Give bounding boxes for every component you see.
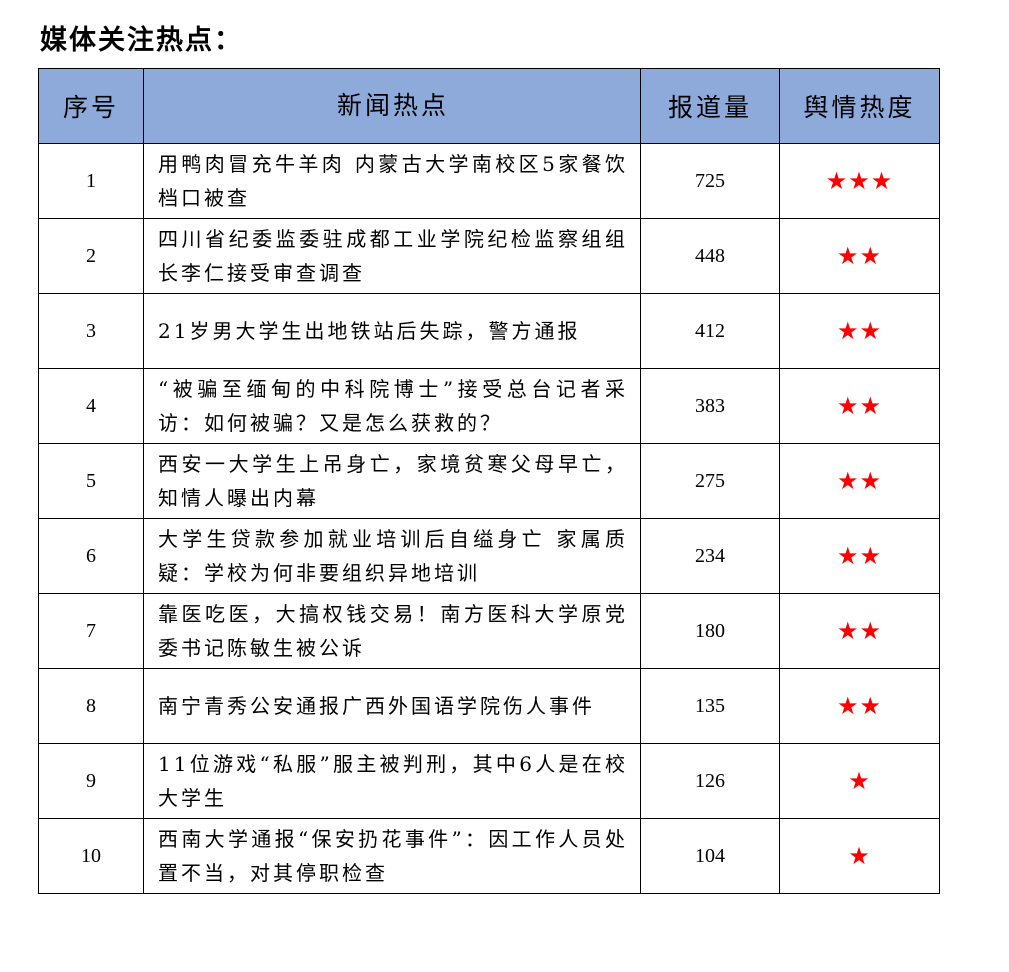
table-row: 2 四川省纪委监委驻成都工业学院纪检监察组组长李仁接受审查调查 448 ★★	[38, 218, 940, 294]
row-number: 8	[38, 668, 144, 744]
star-icon: ★	[859, 542, 883, 570]
star-icon: ★	[859, 467, 883, 495]
column-header-heat: 舆情热度	[779, 68, 940, 144]
report-count: 412	[640, 293, 780, 369]
column-header-count: 报道量	[640, 68, 780, 144]
news-title: “被骗至缅甸的中科院博士”接受总台记者采访：如何被骗？又是怎么获救的？	[143, 368, 641, 444]
media-hotspot-table: 序号 新闻热点 报道量 舆情热度 1 用鸭肉冒充牛羊肉 内蒙古大学南校区5家餐饮档…	[38, 68, 940, 894]
star-icon: ★	[859, 317, 883, 345]
star-icon: ★	[859, 617, 883, 645]
table-row: 9 11位游戏“私服”服主被判刑，其中6人是在校大学生 126 ★	[38, 743, 940, 819]
table-row: 6 大学生贷款参加就业培训后自缢身亡 家属质疑：学校为何非要组织异地培训 234 ★★	[38, 518, 940, 594]
heat-rating: ★★	[779, 593, 940, 669]
table-row: 4 “被骗至缅甸的中科院博士”接受总台记者采访：如何被骗？又是怎么获救的？ 383 ★…	[38, 368, 940, 444]
star-icon: ★	[836, 692, 860, 720]
star-icon: ★	[848, 167, 871, 195]
news-title: 靠医吃医，大搞权钱交易！南方医科大学原党委书记陈敏生被公诉	[143, 593, 641, 669]
table-header-row: 序号 新闻热点 报道量 舆情热度	[38, 68, 940, 144]
row-number: 1	[38, 143, 144, 219]
star-icon: ★	[836, 242, 860, 270]
heat-rating: ★★	[779, 668, 940, 744]
news-title: 西安一大学生上吊身亡，家境贫寒父母早亡，知情人曝出内幕	[143, 443, 641, 519]
row-number: 7	[38, 593, 144, 669]
table-row: 5 西安一大学生上吊身亡，家境贫寒父母早亡，知情人曝出内幕 275 ★★	[38, 443, 940, 519]
row-number: 6	[38, 518, 144, 594]
report-count: 180	[640, 593, 780, 669]
report-count: 275	[640, 443, 780, 519]
news-title: 四川省纪委监委驻成都工业学院纪检监察组组长李仁接受审查调查	[143, 218, 641, 294]
row-number: 10	[38, 818, 144, 894]
heat-rating: ★★	[779, 518, 940, 594]
news-title: 11位游戏“私服”服主被判刑，其中6人是在校大学生	[143, 743, 641, 819]
column-header-news: 新闻热点	[143, 68, 641, 144]
news-title: 西南大学通报“保安扔花事件”：因工作人员处置不当，对其停职检查	[143, 818, 641, 894]
star-icon: ★	[848, 767, 871, 795]
row-number: 2	[38, 218, 144, 294]
star-icon: ★	[836, 467, 860, 495]
news-title: 南宁青秀公安通报广西外国语学院伤人事件	[143, 668, 641, 744]
star-icon: ★	[859, 392, 883, 420]
row-number: 4	[38, 368, 144, 444]
table-row: 1 用鸭肉冒充牛羊肉 内蒙古大学南校区5家餐饮档口被查 725 ★★★	[38, 143, 940, 219]
row-number: 5	[38, 443, 144, 519]
heat-rating: ★★	[779, 218, 940, 294]
report-count: 448	[640, 218, 780, 294]
star-icon: ★	[836, 317, 860, 345]
table-row: 8 南宁青秀公安通报广西外国语学院伤人事件 135 ★★	[38, 668, 940, 744]
row-number: 9	[38, 743, 144, 819]
heat-rating: ★	[779, 818, 940, 894]
heat-rating: ★	[779, 743, 940, 819]
star-icon: ★	[825, 167, 849, 195]
star-icon: ★	[836, 542, 860, 570]
star-icon: ★	[836, 392, 860, 420]
column-header-no: 序号	[38, 68, 144, 144]
report-count: 234	[640, 518, 780, 594]
row-number: 3	[38, 293, 144, 369]
star-icon: ★	[870, 167, 894, 195]
heat-rating: ★★	[779, 368, 940, 444]
table-row: 7 靠医吃医，大搞权钱交易！南方医科大学原党委书记陈敏生被公诉 180 ★★	[38, 593, 940, 669]
star-icon: ★	[836, 617, 860, 645]
news-title: 大学生贷款参加就业培训后自缢身亡 家属质疑：学校为何非要组织异地培训	[143, 518, 641, 594]
report-count: 383	[640, 368, 780, 444]
heat-rating: ★★	[779, 443, 940, 519]
star-icon: ★	[859, 692, 883, 720]
star-icon: ★	[859, 242, 883, 270]
table-row: 3 21岁男大学生出地铁站后失踪，警方通报 412 ★★	[38, 293, 940, 369]
report-count: 126	[640, 743, 780, 819]
news-title: 用鸭肉冒充牛羊肉 内蒙古大学南校区5家餐饮档口被查	[143, 143, 641, 219]
heat-rating: ★★	[779, 293, 940, 369]
section-title: 媒体关注热点：	[40, 25, 243, 56]
report-count: 725	[640, 143, 780, 219]
news-title: 21岁男大学生出地铁站后失踪，警方通报	[143, 293, 641, 369]
report-count: 104	[640, 818, 780, 894]
heat-rating: ★★★	[779, 143, 940, 219]
report-count: 135	[640, 668, 780, 744]
table-row: 10 西南大学通报“保安扔花事件”：因工作人员处置不当，对其停职检查 104 ★	[38, 818, 940, 894]
star-icon: ★	[848, 842, 871, 870]
